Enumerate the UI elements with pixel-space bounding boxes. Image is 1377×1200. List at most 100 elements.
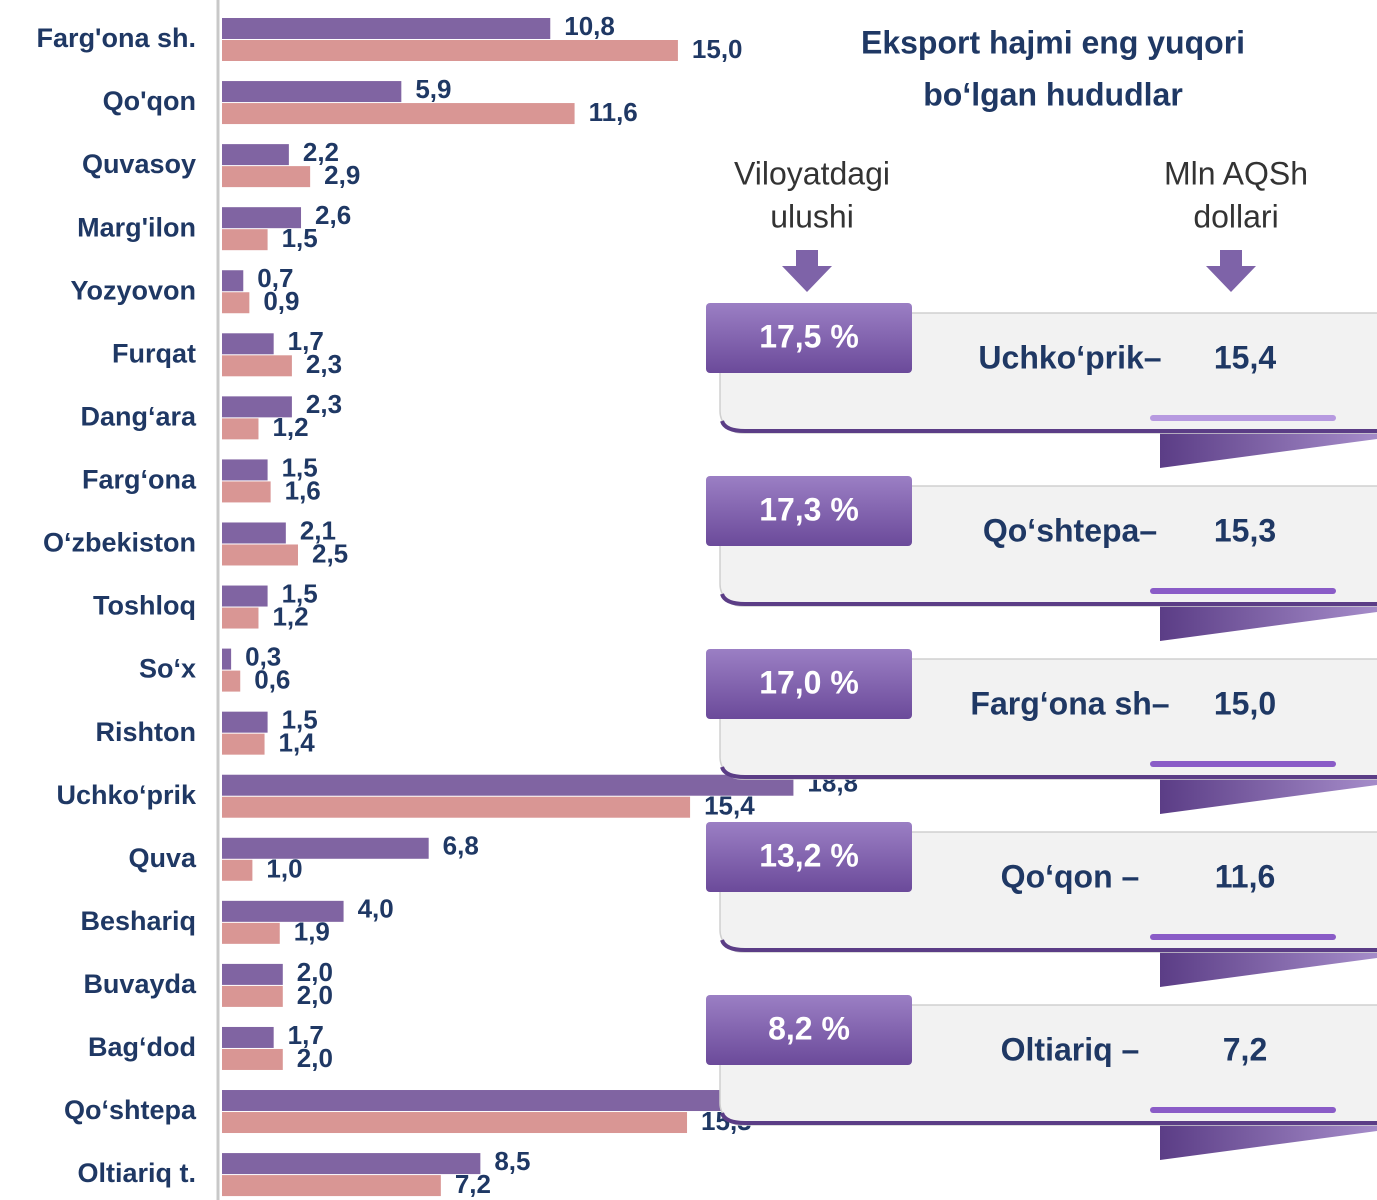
bar [222,1175,441,1197]
card-triangle [1160,604,1377,641]
region-value: 15,3 [1214,512,1276,548]
value-label: 2,6 [315,200,351,230]
value-label: 1,4 [279,728,316,758]
region-value: 15,4 [1214,339,1276,375]
bar [222,459,268,481]
bar [222,292,250,314]
value-label: 15,0 [692,34,743,64]
value-label: 1,0 [266,854,302,884]
card-triangle [1160,950,1377,987]
bar [222,544,298,566]
share: 8,2 % [768,1010,850,1046]
bar [222,922,280,944]
region-value: 11,6 [1215,858,1276,894]
region-value: 15,0 [1214,685,1276,721]
region-name: Qo‘qon – [1001,858,1140,894]
region-name: Qo‘shtepa– [983,512,1157,548]
category-label: Quva [128,843,197,873]
bar [222,607,259,629]
value-label: 2,0 [297,1043,333,1073]
card-edge [720,593,1377,606]
panel-title: Eksport hajmi eng yuqori [861,24,1245,60]
bar [222,859,253,881]
region-name: Oltiariq – [1001,1031,1140,1067]
category-label: Bag‘dod [88,1032,196,1062]
category-label: Toshloq [93,591,196,621]
value-label: 0,9 [263,286,299,316]
share-tab [706,822,912,892]
region-name: Farg‘ona sh– [970,685,1169,721]
column-header: Viloyatdagi [734,155,890,191]
value-label: 8,5 [494,1146,530,1176]
value-label: 1,5 [282,578,318,608]
category-label: Rishton [96,717,197,747]
bar [222,81,402,103]
value-label: 2,3 [306,389,342,419]
value-label: 2,0 [297,957,333,987]
value-label: 1,6 [285,475,321,505]
value-label: 1,7 [288,326,324,356]
bar [222,585,268,607]
value-label: 2,3 [306,349,342,379]
value-label: 5,9 [415,74,451,104]
card-edge [720,939,1377,952]
column-header: Mln AQSh [1164,155,1308,191]
share: 17,0 % [759,664,859,700]
card-triangle [1160,777,1377,814]
card-underline [1150,761,1336,767]
bar [222,396,292,418]
card-edge [720,420,1377,433]
value-label: 1,2 [272,601,308,631]
bar [222,837,429,859]
category-label: Marg'ilon [77,212,196,242]
card-underline [1150,588,1336,594]
bar [222,711,268,733]
bar [222,270,244,292]
column-header: dollari [1193,198,1278,234]
category-label: Buvayda [83,969,197,999]
bar [222,1112,688,1134]
card-triangle [1160,1123,1377,1160]
value-label: 4,0 [358,894,394,924]
bar [222,18,551,39]
value-label: 0,7 [257,263,293,293]
bar [222,333,274,355]
category-label: So‘x [139,654,196,684]
bar [222,229,268,251]
bar [222,355,292,377]
category-label: Farg‘ona [82,465,197,495]
bar [222,900,344,922]
card-underline [1150,934,1336,940]
value-label: 6,8 [443,831,479,861]
column-header: ulushi [770,198,854,234]
bar [222,670,241,692]
value-label: 7,2 [455,1169,491,1199]
bar [222,522,286,544]
bar [222,207,302,229]
category-label: O‘zbekiston [43,528,196,558]
category-label: Beshariq [80,906,196,936]
value-label: 10,8 [564,11,615,41]
panel-title: bo‘lgan hududlar [923,76,1183,112]
bar [222,144,289,166]
bar [222,774,794,796]
share-tab [706,303,912,373]
category-label: Dang‘ara [80,401,197,431]
share: 13,2 % [759,837,859,873]
card-underline [1150,415,1336,421]
bar [222,1026,274,1048]
bar [222,40,678,61]
share: 17,3 % [759,491,859,527]
share-tab [706,476,912,546]
region-name: Uchko‘prik– [978,339,1161,375]
share: 17,5 % [759,318,859,354]
value-label: 2,5 [312,538,348,568]
value-label: 2,2 [303,137,339,167]
bar [222,1090,730,1112]
bar [222,648,232,670]
value-label: 1,5 [282,223,318,253]
category-label: Quvasoy [82,149,196,179]
value-label: 0,6 [254,664,290,694]
value-label: 1,9 [294,917,330,947]
